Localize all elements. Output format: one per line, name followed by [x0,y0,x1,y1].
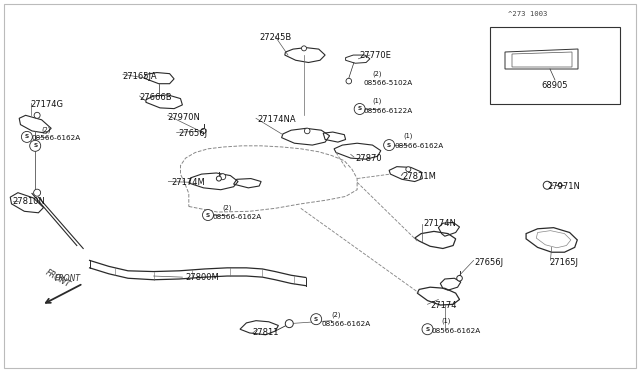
Circle shape [305,128,310,134]
Text: 27165J: 27165J [549,258,578,267]
Text: S: S [426,327,429,332]
Text: (2): (2) [332,311,341,318]
Circle shape [220,174,226,180]
Circle shape [457,275,462,281]
Text: (1): (1) [403,132,413,139]
Circle shape [216,176,221,181]
Text: 08566-6162A: 08566-6162A [32,135,81,141]
Text: 68905: 68905 [541,81,568,90]
Text: FRONT: FRONT [54,274,81,283]
Text: (2): (2) [223,204,232,211]
Text: 08566-6122A: 08566-6122A [364,108,413,114]
Text: 27656J: 27656J [475,258,504,267]
Text: 27770E: 27770E [360,51,392,60]
Text: 27174M: 27174M [172,178,205,187]
Text: 27971N: 27971N [547,182,580,191]
Text: 08566-6162A: 08566-6162A [432,328,481,334]
Text: 08566-6162A: 08566-6162A [321,321,371,327]
Text: 27810N: 27810N [13,197,45,206]
Circle shape [202,209,214,221]
Text: (1): (1) [372,98,382,105]
Text: 27245B: 27245B [259,33,291,42]
Circle shape [422,324,433,335]
Text: 27666B: 27666B [140,93,172,102]
Text: 27800M: 27800M [186,273,220,282]
Text: S: S [314,317,318,322]
Text: 27811: 27811 [253,328,279,337]
Text: 27174N: 27174N [424,219,456,228]
Text: (1): (1) [442,317,451,324]
Text: 08566-6162A: 08566-6162A [394,143,444,149]
Bar [490,27,620,104]
Circle shape [285,320,293,328]
Circle shape [406,167,411,172]
Circle shape [29,140,41,151]
Text: (2): (2) [372,70,382,77]
Text: 27174G: 27174G [31,100,64,109]
Circle shape [543,181,551,189]
Text: 27871M: 27871M [402,172,436,181]
Text: 27870: 27870 [356,154,383,163]
Circle shape [310,314,322,325]
Circle shape [201,128,206,134]
Text: (2): (2) [42,126,51,133]
Circle shape [558,183,562,187]
Text: 27165JA: 27165JA [123,72,157,81]
Text: S: S [33,143,37,148]
Text: S: S [206,212,210,218]
Text: S: S [387,142,391,148]
Circle shape [383,140,395,151]
Text: FRONT: FRONT [44,267,72,289]
Text: ^273 1003: ^273 1003 [508,11,547,17]
Text: 27656J: 27656J [178,129,207,138]
Text: 08566-5102A: 08566-5102A [364,80,413,86]
Text: S: S [358,106,362,112]
Circle shape [354,103,365,115]
Text: 27174: 27174 [430,301,456,310]
Circle shape [346,78,351,84]
Circle shape [34,112,40,118]
Text: 08566-6162A: 08566-6162A [212,214,262,219]
Circle shape [21,131,33,142]
Text: S: S [25,134,29,140]
Text: 27970N: 27970N [168,113,200,122]
Circle shape [34,189,40,196]
Text: 27174NA: 27174NA [257,115,296,124]
Circle shape [301,46,307,51]
